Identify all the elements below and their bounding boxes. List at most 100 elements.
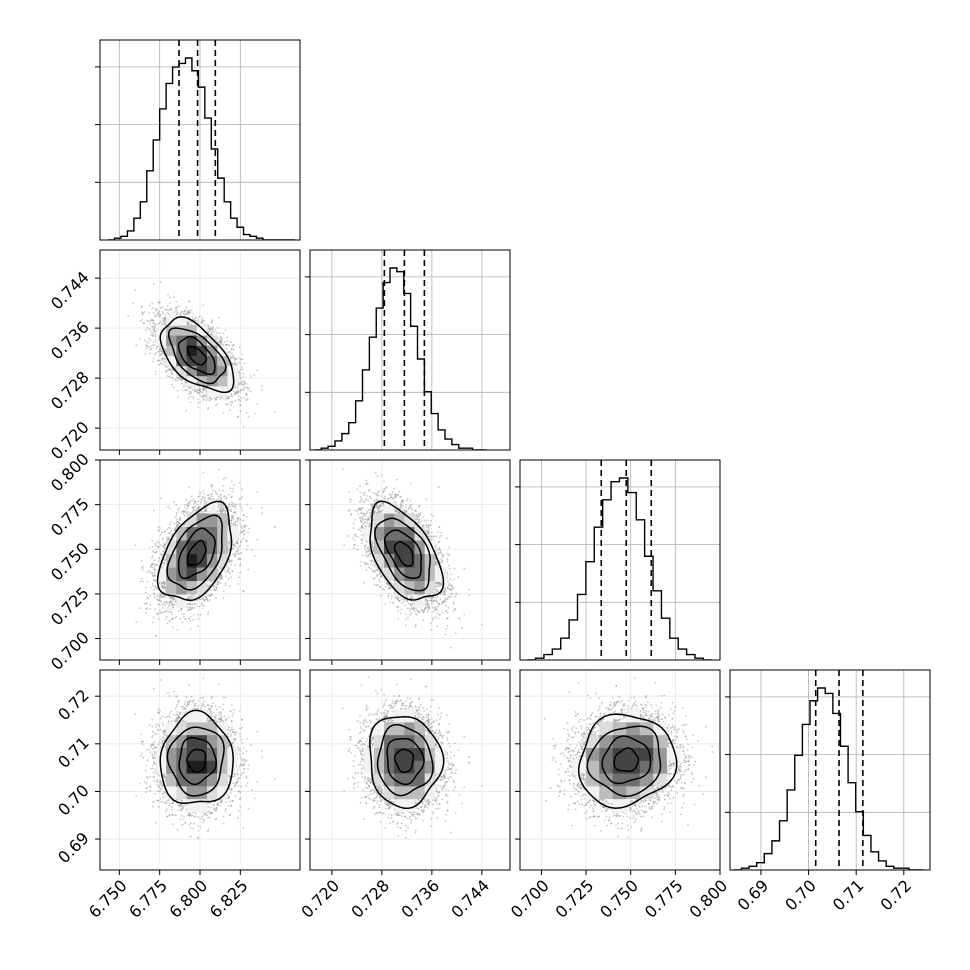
scatter-point [175, 521, 177, 524]
scatter-point [210, 713, 213, 715]
scatter-point [158, 557, 161, 560]
scatter-point [366, 518, 369, 521]
scatter-point [395, 501, 397, 504]
scatter-point [404, 511, 407, 514]
scatter-point [409, 499, 412, 502]
scatter-point [189, 392, 192, 395]
scatter-point [397, 505, 400, 508]
scatter-point [227, 395, 230, 398]
scatter-point [160, 800, 163, 803]
scatter-point [234, 506, 237, 509]
scatter-point [222, 708, 224, 711]
scatter-point [153, 750, 156, 753]
density-cell [166, 553, 177, 568]
scatter-point [162, 581, 165, 584]
scatter-point [430, 600, 433, 603]
scatter-point [196, 605, 199, 608]
scatter-point [177, 395, 179, 398]
scatter-point [242, 380, 245, 383]
scatter-point [230, 804, 232, 807]
scatter-point [180, 613, 183, 616]
density-cell [217, 345, 228, 356]
scatter-point [210, 326, 212, 329]
scatter-point [237, 395, 240, 397]
scatter-point [399, 596, 402, 599]
scatter-point [196, 599, 198, 602]
scatter-point [157, 560, 160, 562]
scatter-point [165, 366, 168, 369]
scatter-point [198, 391, 201, 393]
scatter-point [438, 541, 440, 543]
scatter-point [397, 594, 399, 597]
scatter-point [360, 512, 362, 515]
scatter-point [169, 712, 171, 715]
density-cell [414, 540, 425, 555]
scatter-point [242, 389, 245, 392]
scatter-point [182, 818, 185, 821]
density-cell [196, 540, 208, 555]
scatter-point [246, 386, 248, 389]
scatter-point [159, 787, 162, 790]
scatter-point [162, 730, 164, 733]
scatter-point [239, 777, 242, 779]
scatter-point [153, 331, 155, 334]
scatter-point [251, 789, 253, 791]
scatter-point [416, 613, 419, 616]
scatter-point [176, 803, 179, 805]
scatter-point [212, 718, 215, 721]
scatter-point [416, 514, 418, 517]
scatter-point [165, 609, 168, 612]
scatter-point [376, 499, 379, 502]
scatter-point [163, 564, 166, 567]
scatter-point [182, 708, 184, 711]
scatter-point [417, 520, 420, 523]
scatter-point [228, 572, 231, 575]
scatter-point [228, 503, 230, 506]
scatter-point [241, 353, 243, 355]
scatter-point [198, 386, 201, 389]
scatter-point [239, 358, 242, 361]
scatter-point [214, 705, 217, 707]
scatter-point [240, 396, 242, 399]
scatter-point [197, 500, 200, 503]
scatter-point [138, 607, 141, 610]
scatter-point [176, 389, 179, 392]
scatter-point [202, 510, 205, 513]
scatter-point [468, 594, 471, 597]
scatter-point [371, 570, 374, 573]
scatter-point [365, 518, 367, 521]
scatter-point [441, 559, 444, 562]
scatter-point [197, 321, 199, 323]
scatter-point [378, 505, 381, 508]
scatter-point [229, 505, 232, 508]
scatter-point [378, 578, 381, 581]
scatter-point [369, 560, 372, 562]
scatter-point [192, 506, 194, 509]
scatter-point [232, 502, 235, 505]
scatter-point [138, 782, 141, 785]
scatter-point [156, 596, 158, 598]
scatter-point [171, 369, 174, 372]
scatter-point [156, 308, 159, 310]
scatter-point [354, 535, 357, 538]
scatter-point [423, 519, 426, 522]
scatter-point [179, 617, 182, 620]
scatter-point [367, 562, 369, 565]
scatter-point [218, 505, 221, 508]
scatter-point [202, 471, 205, 474]
scatter-point [176, 629, 179, 631]
scatter-point [161, 537, 164, 540]
scatter-point [165, 802, 168, 805]
scatter-point [204, 509, 206, 512]
scatter-point [395, 504, 398, 506]
scatter-point [427, 528, 430, 531]
scatter-point [224, 808, 227, 811]
scatter-point [157, 301, 160, 304]
scatter-point [425, 519, 428, 522]
scatter-point [242, 763, 245, 766]
scatter-point [452, 587, 455, 590]
scatter-point [157, 599, 160, 602]
scatter-point [200, 501, 202, 504]
scatter-point [182, 386, 185, 389]
